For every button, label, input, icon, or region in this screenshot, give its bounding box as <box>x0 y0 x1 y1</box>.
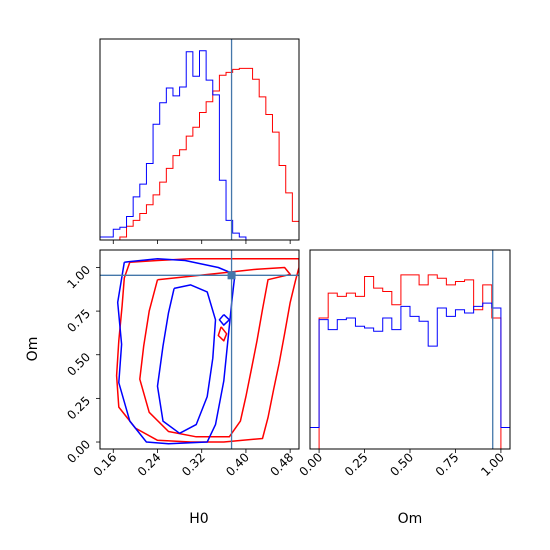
hist-om-blue-series <box>309 302 511 449</box>
contour-x-tick-label: 0.16 <box>91 450 120 479</box>
hist-h0-panel <box>99 38 300 244</box>
hist-om-frame <box>309 249 511 450</box>
x-axis-label-h0: H0 <box>189 511 208 527</box>
hist-om-panel: 0.00 0.25 0.50 0.75 1.00 <box>296 249 511 479</box>
hist-om-x-tick-label: 0.75 <box>433 450 462 479</box>
hist-om-x-tick-label: 0.25 <box>342 450 371 479</box>
hist-h0-blue-series <box>99 50 299 241</box>
hist-om-x-tick-label: 0.00 <box>296 450 325 479</box>
contour-x-tick-label: 0.40 <box>223 450 252 479</box>
contour-x-tick-label: 0.24 <box>135 450 164 479</box>
hist-h0-red-series <box>100 67 300 241</box>
contour-x-tick-label: 0.48 <box>267 450 296 479</box>
x-axis-label-om: Om <box>398 511 423 527</box>
hist-h0-frame <box>99 38 300 241</box>
contour-y-tick-label: 0.00 <box>64 437 93 466</box>
contour-frame <box>99 249 300 450</box>
contour-blue-outer <box>116 257 236 445</box>
contour-red-outer <box>115 257 299 443</box>
hist-om-x-tick-label: 0.50 <box>387 450 416 479</box>
contour-blue-island <box>218 314 231 326</box>
hist-om-red-series <box>310 274 510 450</box>
contour-y-tick-label: 0.25 <box>64 394 93 423</box>
truth-marker <box>227 271 236 280</box>
hist-om-x-tick-label: 1.00 <box>478 450 507 479</box>
contour-y-tick-label: 0.75 <box>64 306 93 335</box>
y-axis-label-om: Om <box>25 337 41 362</box>
contour-blue-inner <box>156 284 217 435</box>
contour-h0-om-panel: 0.16 0.24 0.32 0.40 0.48 0.00 0.25 0.50 0.75 1.00 <box>64 249 300 479</box>
contour-x-tick-label: 0.32 <box>179 450 208 479</box>
contour-red-island <box>217 326 228 342</box>
contour-y-tick-label: 0.50 <box>64 350 93 379</box>
contour-lines <box>115 257 299 445</box>
contour-y-tick-label: 1.00 <box>64 263 93 292</box>
contour-red-inner <box>139 266 291 438</box>
